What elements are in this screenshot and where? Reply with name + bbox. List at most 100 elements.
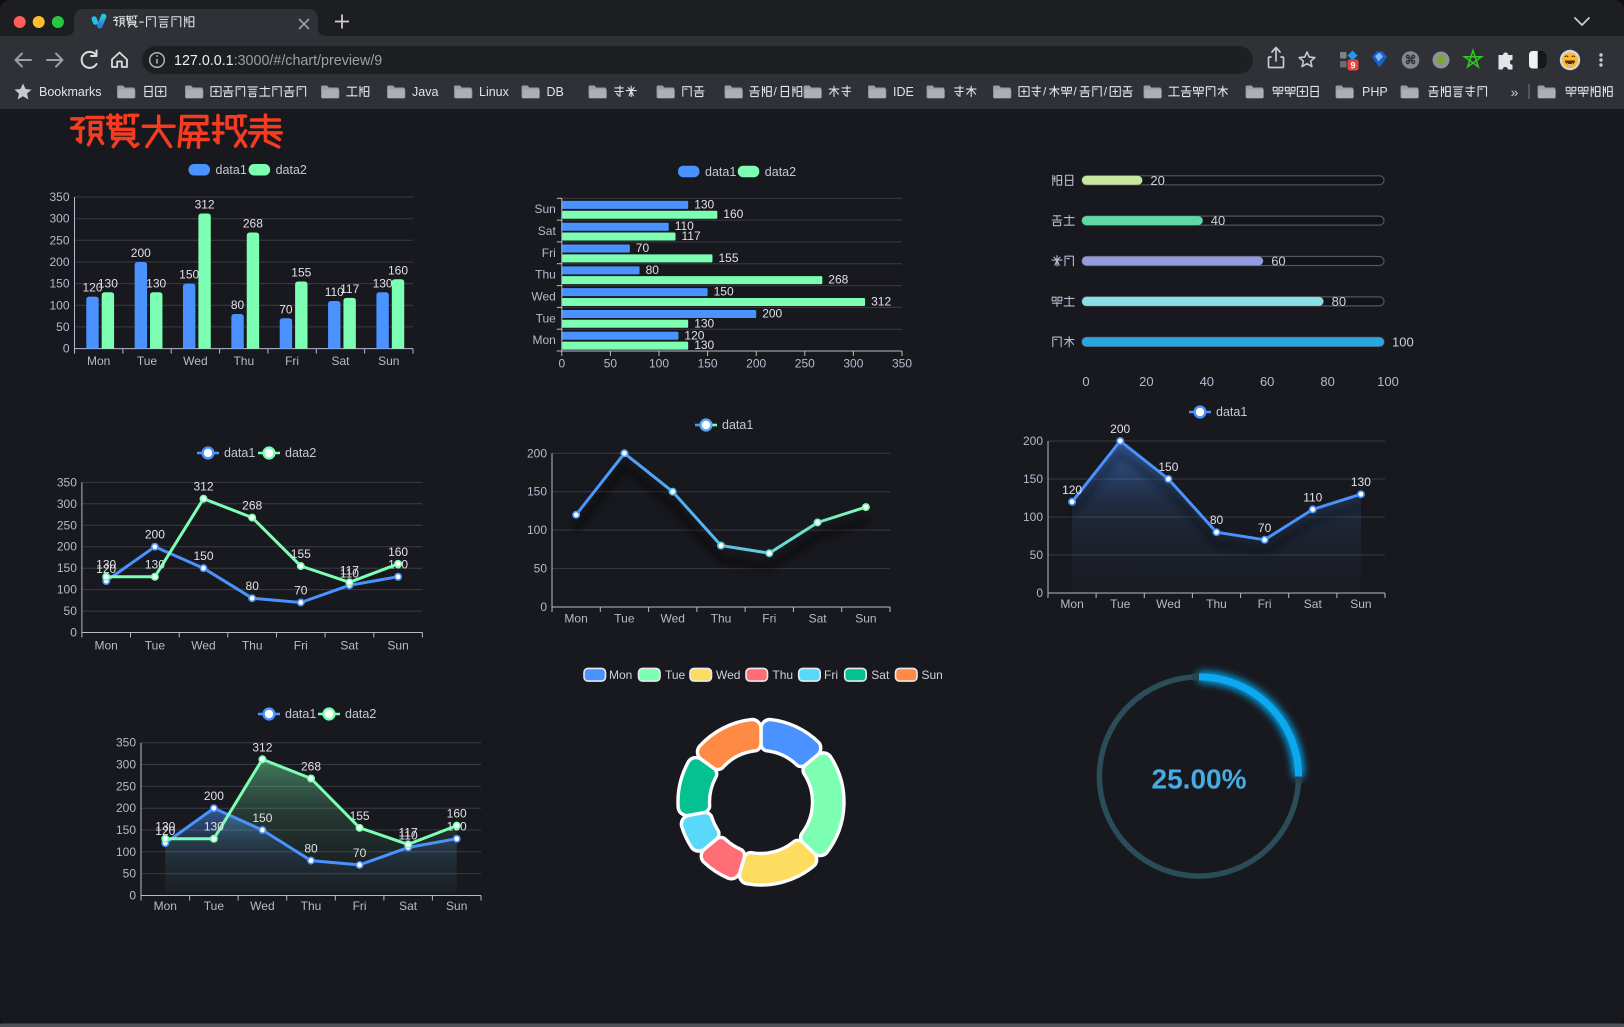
svg-text:130: 130 — [145, 558, 165, 572]
svg-text:Fri: Fri — [542, 246, 556, 260]
svg-text:Tue: Tue — [145, 638, 166, 652]
svg-text:300: 300 — [57, 497, 77, 511]
svg-text:Wed: Wed — [1156, 597, 1180, 611]
svg-text:/: / — [1043, 84, 1047, 98]
svg-text:150: 150 — [714, 285, 734, 299]
svg-text:0: 0 — [558, 357, 565, 371]
svg-text:Java: Java — [412, 85, 438, 99]
svg-text:80: 80 — [646, 263, 660, 277]
svg-text:250: 250 — [57, 518, 77, 532]
svg-text:0: 0 — [63, 342, 70, 356]
svg-text:Sat: Sat — [871, 668, 890, 682]
svg-text:80: 80 — [1332, 294, 1346, 309]
svg-text:160: 160 — [447, 807, 467, 821]
svg-text:Thu: Thu — [535, 268, 556, 282]
svg-text:50: 50 — [64, 604, 78, 618]
svg-text:Wed: Wed — [250, 899, 274, 913]
svg-text:150: 150 — [193, 549, 213, 563]
svg-text:160: 160 — [388, 545, 408, 559]
svg-text:160: 160 — [723, 207, 743, 221]
svg-text:70: 70 — [353, 846, 367, 860]
svg-text:data1: data1 — [705, 165, 736, 179]
svg-text:Sat: Sat — [538, 224, 557, 238]
svg-text:Sun: Sun — [1350, 597, 1371, 611]
svg-text:312: 312 — [195, 198, 215, 212]
svg-text:350: 350 — [116, 736, 136, 750]
svg-text:250: 250 — [795, 357, 815, 371]
svg-text:Sat: Sat — [399, 899, 418, 913]
svg-text:Sun: Sun — [446, 899, 467, 913]
svg-text:100: 100 — [1023, 510, 1043, 524]
svg-text:200: 200 — [204, 789, 224, 803]
svg-text:Thu: Thu — [1206, 597, 1227, 611]
svg-text:Sat: Sat — [1304, 597, 1323, 611]
svg-text:Wed: Wed — [191, 638, 215, 652]
svg-text:50: 50 — [56, 320, 70, 334]
svg-text:80: 80 — [1320, 374, 1334, 389]
svg-text:data2: data2 — [765, 165, 796, 179]
svg-text:20: 20 — [1139, 374, 1153, 389]
svg-text:130: 130 — [694, 197, 714, 211]
svg-text:110: 110 — [399, 829, 418, 843]
svg-text:Fri: Fri — [353, 899, 367, 913]
svg-text:PHP: PHP — [1362, 85, 1388, 99]
svg-text:/: / — [1104, 84, 1108, 98]
svg-text:0: 0 — [540, 600, 547, 614]
svg-text:Wed: Wed — [660, 612, 684, 626]
svg-text:117: 117 — [340, 282, 359, 296]
svg-text:data1: data1 — [285, 707, 316, 721]
svg-text:200: 200 — [131, 246, 151, 260]
svg-text:117: 117 — [340, 563, 359, 577]
svg-text:Thu: Thu — [301, 899, 322, 913]
svg-text:110: 110 — [340, 566, 359, 580]
svg-text:Bookmarks: Bookmarks — [39, 85, 102, 99]
svg-text:Tue: Tue — [536, 311, 557, 325]
svg-text:155: 155 — [719, 251, 739, 265]
svg-text:Sun: Sun — [534, 202, 555, 216]
svg-text:data2: data2 — [345, 707, 376, 721]
svg-text:80: 80 — [304, 842, 318, 856]
svg-text:350: 350 — [57, 475, 77, 489]
svg-text:250: 250 — [116, 779, 136, 793]
svg-text:117: 117 — [682, 229, 701, 243]
svg-text:110: 110 — [675, 219, 694, 233]
svg-text:Linux: Linux — [479, 85, 510, 99]
svg-text:200: 200 — [1110, 422, 1130, 436]
svg-text:data1: data1 — [224, 446, 255, 460]
svg-text:data2: data2 — [285, 446, 316, 460]
svg-text:Wed: Wed — [531, 290, 555, 304]
svg-text:200: 200 — [116, 801, 136, 815]
svg-text:150: 150 — [179, 268, 199, 282]
svg-text:Sun: Sun — [922, 668, 943, 682]
svg-text:155: 155 — [350, 809, 370, 823]
svg-text:268: 268 — [242, 499, 262, 513]
svg-text:150: 150 — [252, 811, 272, 825]
svg-text:200: 200 — [57, 540, 77, 554]
svg-text:160: 160 — [388, 263, 408, 277]
svg-text:110: 110 — [1303, 490, 1322, 504]
svg-text:Fri: Fri — [762, 612, 776, 626]
svg-text:120: 120 — [155, 824, 175, 838]
svg-text:50: 50 — [1030, 548, 1044, 562]
svg-text:70: 70 — [279, 302, 293, 316]
svg-text:data2: data2 — [276, 163, 307, 177]
svg-text:150: 150 — [1023, 472, 1043, 486]
svg-text:data1: data1 — [216, 163, 247, 177]
svg-text:70: 70 — [636, 241, 650, 255]
svg-text:Mon: Mon — [95, 638, 118, 652]
svg-text:312: 312 — [252, 740, 272, 754]
svg-text:250: 250 — [49, 233, 69, 247]
svg-text:Tue: Tue — [614, 612, 635, 626]
svg-text:268: 268 — [243, 217, 263, 231]
svg-text:Tue: Tue — [204, 899, 225, 913]
svg-text:150: 150 — [49, 277, 69, 291]
svg-text:350: 350 — [892, 357, 912, 371]
svg-text:Fri: Fri — [294, 638, 308, 652]
svg-text:130: 130 — [694, 316, 714, 330]
svg-text:Tue: Tue — [137, 354, 158, 368]
svg-text:Fri: Fri — [824, 668, 838, 682]
svg-text:Mon: Mon — [532, 333, 555, 347]
svg-text:0: 0 — [1036, 586, 1043, 600]
svg-text:155: 155 — [291, 266, 311, 280]
svg-text:Sun: Sun — [855, 612, 876, 626]
